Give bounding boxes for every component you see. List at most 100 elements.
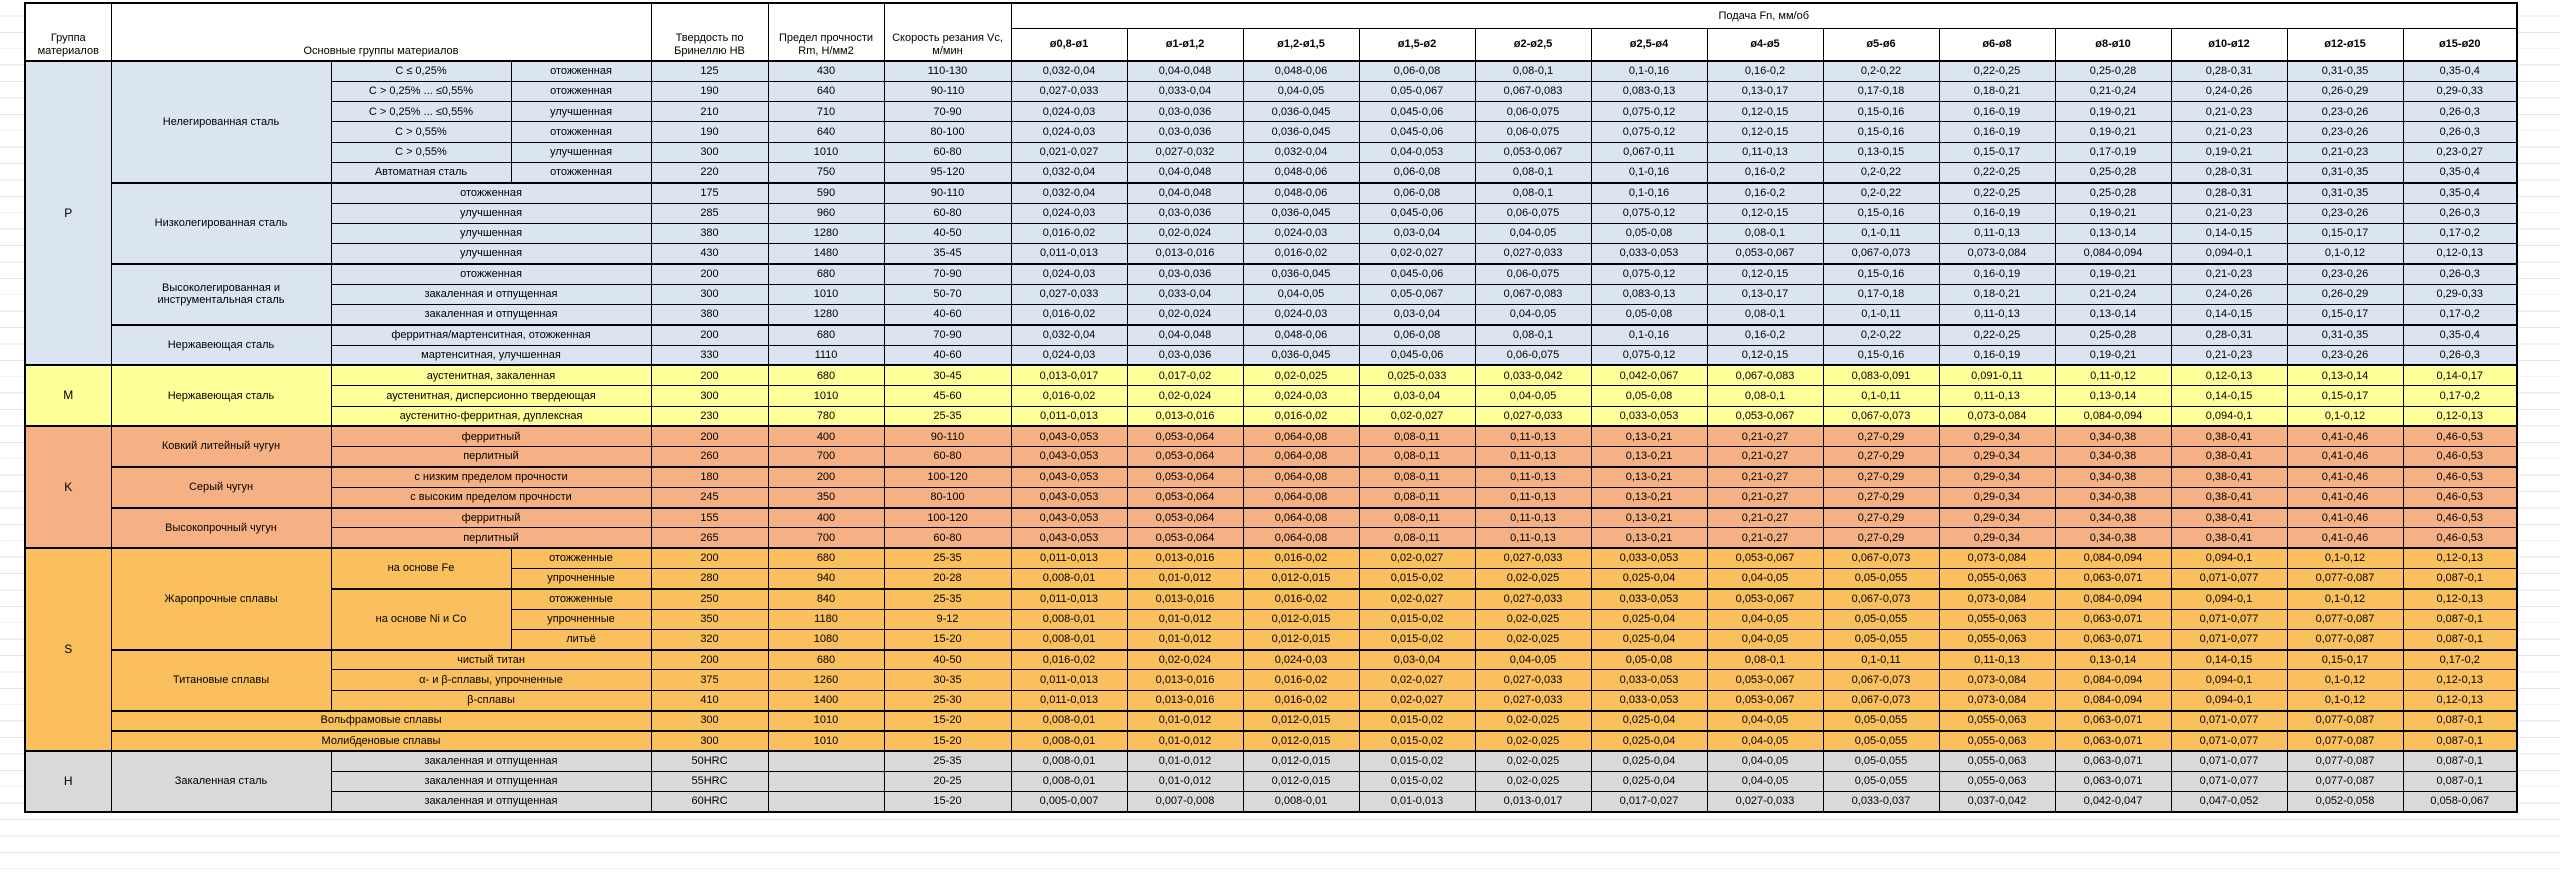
feed-cell[interactable]: 0,071-0,077 [2170, 750, 2288, 772]
feed-cell[interactable]: 0,055-0,063 [1938, 770, 2056, 793]
speed-cell[interactable]: 80-100 [883, 121, 1012, 143]
material-label-cell[interactable]: закаленная и отпущенная [330, 750, 652, 772]
hardness-cell[interactable]: 320 [650, 628, 769, 651]
feed-cell[interactable]: 0,08-0,11 [1358, 506, 1476, 529]
feed-cell[interactable]: 0,21-0,23 [2170, 101, 2288, 123]
feed-cell[interactable]: 0,073-0,084 [1938, 587, 2056, 610]
strength-cell[interactable]: 680 [767, 364, 885, 387]
hardness-cell[interactable]: 200 [650, 648, 769, 671]
feed-cell[interactable]: 0,31-0,35 [2286, 161, 2404, 184]
strength-cell[interactable]: 1280 [767, 222, 885, 245]
feed-cell[interactable]: 0,064-0,08 [1242, 446, 1360, 468]
feed-cell[interactable]: 0,15-0,16 [1822, 344, 1940, 366]
feed-cell[interactable]: 0,084-0,094 [2054, 405, 2172, 427]
feed-cell[interactable]: 0,008-0,01 [1010, 750, 1128, 772]
feed-cell[interactable]: 0,04-0,05 [1706, 608, 1824, 630]
material-label-cell[interactable]: Жаропрочные сплавы [110, 547, 332, 651]
feed-cell[interactable]: 0,043-0,053 [1010, 425, 1128, 448]
feed-cell[interactable]: 0,027-0,033 [1474, 669, 1592, 691]
feed-cell[interactable]: 0,02-0,025 [1474, 628, 1592, 651]
feed-cell[interactable]: 0,15-0,16 [1822, 202, 1940, 224]
feed-cell[interactable]: 0,46-0,53 [2402, 506, 2518, 529]
feed-cell[interactable]: 0,033-0,053 [1590, 243, 1708, 265]
material-label-cell[interactable]: С > 0,25% ... ≤0,55% [330, 80, 512, 103]
material-label-cell[interactable]: Закаленная сталь [110, 750, 332, 813]
feed-cell[interactable]: 0,1-0,11 [1822, 648, 1940, 671]
feed-cell[interactable]: 0,073-0,084 [1938, 689, 2056, 712]
feed-cell[interactable]: 0,025-0,04 [1590, 608, 1708, 630]
hardness-cell[interactable]: 300 [650, 709, 769, 732]
feed-cell[interactable]: 0,2-0,22 [1822, 323, 1940, 346]
speed-cell[interactable]: 15-20 [883, 791, 1012, 813]
feed-cell[interactable]: 0,04-0,05 [1706, 709, 1824, 732]
feed-cell[interactable]: 0,11-0,13 [1938, 385, 2056, 407]
feed-cell[interactable]: 0,03-0,04 [1358, 648, 1476, 671]
feed-cell[interactable]: 0,46-0,53 [2402, 425, 2518, 448]
hardness-cell[interactable]: 245 [650, 486, 769, 509]
speed-cell[interactable]: 35-45 [883, 243, 1012, 265]
feed-cell[interactable]: 0,1-0,12 [2286, 669, 2404, 691]
header-feed-diameter[interactable]: ø0,8-ø1 [1010, 28, 1128, 62]
feed-cell[interactable]: 0,012-0,015 [1242, 750, 1360, 772]
feed-cell[interactable]: 0,04-0,05 [1242, 80, 1360, 103]
feed-cell[interactable]: 0,26-0,29 [2286, 283, 2404, 306]
feed-cell[interactable]: 0,19-0,21 [2054, 344, 2172, 366]
feed-cell[interactable]: 0,27-0,29 [1822, 446, 1940, 468]
header-feed-diameter[interactable]: ø1,2-ø1,5 [1242, 28, 1360, 62]
feed-cell[interactable]: 0,05-0,08 [1590, 222, 1708, 245]
feed-cell[interactable]: 0,35-0,4 [2402, 59, 2518, 82]
strength-cell[interactable]: 350 [767, 486, 885, 509]
feed-cell[interactable]: 0,04-0,048 [1126, 181, 1244, 204]
material-group-cell[interactable]: H [24, 750, 112, 813]
hardness-cell[interactable]: 265 [650, 527, 769, 549]
feed-cell[interactable]: 0,16-0,19 [1938, 262, 2056, 285]
hardness-cell[interactable]: 380 [650, 304, 769, 326]
feed-cell[interactable]: 0,25-0,28 [2054, 161, 2172, 184]
feed-cell[interactable]: 0,31-0,35 [2286, 323, 2404, 346]
feed-cell[interactable]: 0,03-0,04 [1358, 385, 1476, 407]
feed-cell[interactable]: 0,35-0,4 [2402, 323, 2518, 346]
feed-cell[interactable]: 0,35-0,4 [2402, 181, 2518, 204]
feed-cell[interactable]: 0,23-0,26 [2286, 101, 2404, 123]
feed-cell[interactable]: 0,14-0,15 [2170, 304, 2288, 326]
feed-cell[interactable]: 0,024-0,03 [1010, 101, 1128, 123]
feed-cell[interactable]: 0,016-0,02 [1010, 304, 1128, 326]
feed-cell[interactable]: 0,05-0,055 [1822, 567, 1940, 590]
hardness-cell[interactable]: 300 [650, 729, 769, 752]
feed-cell[interactable]: 0,1-0,11 [1822, 304, 1940, 326]
speed-cell[interactable]: 20-25 [883, 770, 1012, 793]
feed-cell[interactable]: 0,02-0,027 [1358, 587, 1476, 610]
hardness-cell[interactable]: 50HRC [650, 750, 769, 772]
feed-cell[interactable]: 0,17-0,19 [2054, 141, 2172, 163]
hardness-cell[interactable]: 200 [650, 323, 769, 346]
feed-cell[interactable]: 0,01-0,012 [1126, 567, 1244, 590]
feed-cell[interactable]: 0,29-0,34 [1938, 486, 2056, 509]
feed-cell[interactable]: 0,055-0,063 [1938, 709, 2056, 732]
feed-cell[interactable]: 0,071-0,077 [2170, 628, 2288, 651]
feed-cell[interactable]: 0,036-0,045 [1242, 262, 1360, 285]
feed-cell[interactable]: 0,31-0,35 [2286, 181, 2404, 204]
strength-cell[interactable]: 1010 [767, 709, 885, 732]
feed-cell[interactable]: 0,05-0,067 [1358, 283, 1476, 306]
feed-cell[interactable]: 0,08-0,1 [1706, 385, 1824, 407]
strength-cell[interactable]: 1260 [767, 669, 885, 691]
feed-cell[interactable]: 0,008-0,01 [1242, 791, 1360, 813]
feed-cell[interactable]: 0,01-0,013 [1358, 791, 1476, 813]
feed-cell[interactable]: 0,016-0,02 [1242, 405, 1360, 427]
feed-cell[interactable]: 0,05-0,055 [1822, 709, 1940, 732]
hardness-cell[interactable]: 190 [650, 121, 769, 143]
feed-cell[interactable]: 0,027-0,033 [1474, 547, 1592, 569]
feed-cell[interactable]: 0,036-0,045 [1242, 202, 1360, 224]
feed-cell[interactable]: 0,34-0,38 [2054, 527, 2172, 549]
feed-cell[interactable]: 0,04-0,048 [1126, 323, 1244, 346]
header-feed-diameter[interactable]: ø12-ø15 [2286, 28, 2404, 62]
feed-cell[interactable]: 0,071-0,077 [2170, 608, 2288, 630]
feed-cell[interactable]: 0,13-0,21 [1590, 425, 1708, 448]
feed-cell[interactable]: 0,16-0,19 [1938, 344, 2056, 366]
feed-cell[interactable]: 0,21-0,27 [1706, 506, 1824, 529]
feed-cell[interactable]: 0,1-0,11 [1822, 385, 1940, 407]
feed-cell[interactable]: 0,13-0,14 [2054, 304, 2172, 326]
feed-cell[interactable]: 0,024-0,03 [1242, 648, 1360, 671]
feed-cell[interactable]: 0,38-0,41 [2170, 527, 2288, 549]
feed-cell[interactable]: 0,21-0,27 [1706, 486, 1824, 509]
